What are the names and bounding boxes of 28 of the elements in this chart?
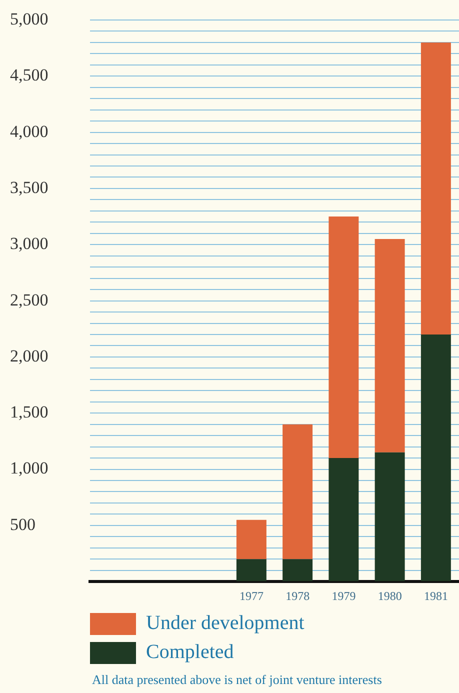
y-tick-label: 2,500	[10, 290, 48, 310]
x-tick-label: 1981	[424, 588, 448, 603]
y-tick-label: 4,000	[10, 122, 48, 141]
y-tick-label: 500	[10, 514, 36, 534]
y-tick-label: 1,000	[10, 458, 48, 478]
x-tick-label: 1977	[239, 588, 264, 603]
bar	[374, 452, 405, 582]
y-tick-label: 3,500	[10, 178, 48, 197]
y-tick-label: 4,500	[10, 66, 48, 85]
bar	[420, 42, 451, 334]
bar	[282, 559, 313, 582]
bar	[236, 520, 266, 560]
x-tick-label: 1980	[378, 588, 402, 603]
y-tick-label: 3,000	[10, 234, 48, 254]
y-tick-label: 5,000	[10, 9, 48, 28]
y-tick-label: 1,500	[10, 402, 48, 422]
bar	[236, 559, 266, 582]
bar	[328, 216, 359, 458]
x-tick-label: 1978	[286, 588, 310, 603]
bar	[374, 239, 405, 452]
y-tick-label: 2,000	[10, 346, 48, 366]
x-tick-label: 1979	[332, 588, 356, 603]
text: All data presented above is net of joint venture interests	[91, 672, 383, 688]
bar	[420, 334, 451, 582]
bar	[328, 458, 359, 582]
legend-label: Completed	[146, 641, 234, 664]
bar	[282, 424, 313, 560]
legend-label: Under development	[146, 612, 304, 635]
